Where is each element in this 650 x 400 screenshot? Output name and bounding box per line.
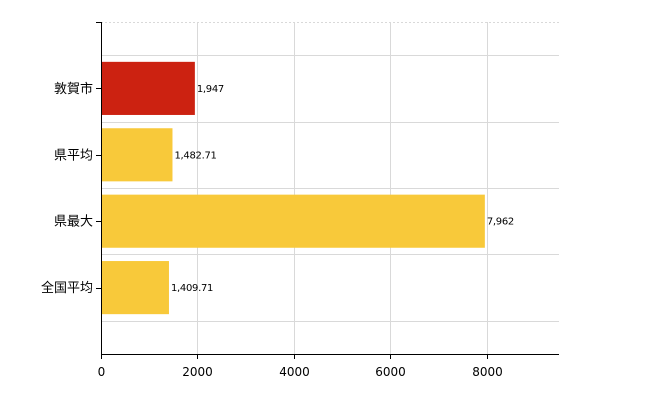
x-tick-label-1: 2000 (182, 365, 213, 379)
x-tick-label-2: 4000 (279, 365, 310, 379)
x-tick-label-0: 0 (98, 365, 106, 379)
category-label-1: 県平均 (54, 148, 93, 163)
data-labels: 1,947 1,482.71 7,962 1,409.71 (171, 84, 514, 294)
data-label-2: 7,962 (487, 217, 514, 228)
x-tick-label-3: 6000 (375, 365, 406, 379)
data-label-3: 1,409.71 (171, 283, 213, 294)
category-label-0: 敦賀市 (54, 81, 93, 97)
x-tick-labels: 0 2000 4000 6000 8000 (98, 365, 503, 379)
bar-0 (102, 61, 195, 115)
data-label-1: 1,482.71 (174, 150, 216, 161)
category-label-3: 全国平均 (41, 280, 93, 296)
axes (96, 22, 559, 359)
gridlines (101, 22, 559, 354)
bar-3 (102, 261, 169, 315)
category-label-2: 県最大 (54, 215, 93, 230)
bar-1 (102, 128, 173, 182)
x-tick-label-4: 8000 (472, 365, 503, 379)
bars (102, 61, 485, 315)
data-label-0: 1,947 (197, 84, 224, 95)
bar-2 (102, 194, 485, 248)
